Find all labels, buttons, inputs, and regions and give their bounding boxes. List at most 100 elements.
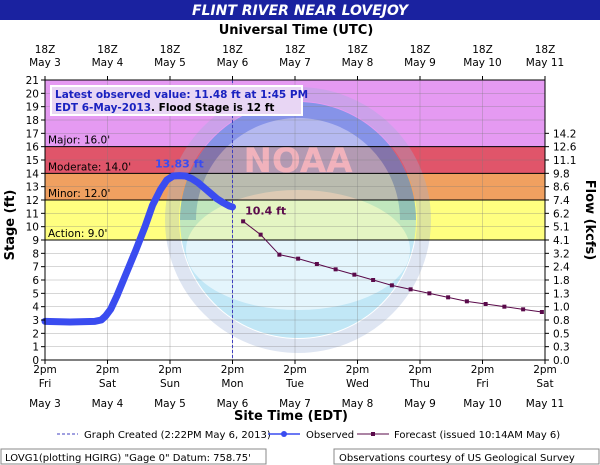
footer-right: Observations courtesy of US Geological S… — [339, 453, 575, 464]
annotation-box: Latest observed value: 11.48 ft at 1:45 … — [50, 85, 308, 116]
annotation-date: EDT 6-May-2013 — [55, 102, 151, 114]
observed-point — [182, 173, 189, 179]
forecast-point — [241, 219, 246, 224]
right-tick-label: 0.0 — [553, 355, 570, 367]
forecast-start-label: 10.4 ft — [245, 204, 286, 217]
bottom-tick-date: May 10 — [463, 398, 501, 410]
left-tick-label: 3 — [32, 315, 39, 327]
left-tick-label: 18 — [26, 115, 39, 127]
forecast-point — [258, 232, 263, 237]
observed-point — [67, 319, 73, 325]
observed-point — [149, 202, 156, 209]
observed-point — [201, 185, 208, 191]
observed-point — [188, 175, 195, 182]
right-tick-label: 5.1 — [553, 222, 570, 234]
bottom-tick-day: Fri — [39, 378, 52, 390]
observed-point — [207, 190, 214, 197]
top-tick-time: 18Z — [35, 44, 56, 56]
forecast-point — [296, 256, 301, 261]
flood-label-major: Major: 16.0' — [48, 135, 110, 147]
observed-point — [163, 177, 170, 183]
right-tick-label: 1.8 — [553, 275, 570, 287]
top-tick-time: 18Z — [347, 44, 368, 56]
top-tick-date: May 4 — [92, 57, 124, 69]
legend-observed-marker — [281, 431, 287, 437]
right-tick-label: 2.4 — [553, 262, 570, 274]
forecast-point — [333, 267, 338, 272]
bottom-tick-time: 2pm — [346, 364, 370, 376]
right-tick-label: 4.1 — [553, 235, 570, 247]
observed-point — [132, 247, 139, 254]
forecast-series — [241, 219, 544, 314]
right-tick-label: 9.8 — [553, 168, 570, 180]
top-axis-title: Universal Time (UTC) — [219, 23, 374, 38]
observed-point — [98, 317, 105, 323]
noaa-watermark: NOAA — [165, 87, 431, 353]
legend-forecast-marker — [371, 432, 375, 436]
bottom-tick-day: Sun — [160, 378, 180, 390]
bottom-tick-time: 2pm — [96, 364, 120, 376]
peak-label: 13.83 ft — [155, 158, 204, 171]
top-tick-date: May 6 — [217, 57, 249, 69]
forecast-point — [314, 262, 319, 266]
observed-point — [220, 199, 227, 206]
forecast-point — [277, 252, 282, 257]
left-tick-label: 5 — [32, 288, 39, 300]
left-tick-label: 8 — [32, 248, 39, 260]
legend-observed: Observed — [306, 430, 354, 441]
observed-point — [142, 223, 148, 230]
top-tick-time: 18Z — [410, 44, 431, 56]
left-tick-label: 20 — [26, 88, 39, 100]
bottom-tick-day: Fri — [476, 378, 489, 390]
flood-label-action: Action: 9.0' — [48, 228, 107, 240]
left-tick-label: 10 — [26, 222, 39, 234]
right-tick-label: 7.4 — [553, 195, 570, 207]
right-tick-label: 0.8 — [553, 315, 570, 327]
left-tick-label: 21 — [26, 75, 39, 87]
watermark-text: NOAA — [243, 141, 353, 181]
observed-point — [170, 173, 177, 179]
bottom-tick-day: Sat — [536, 378, 553, 390]
left-tick-label: 7 — [32, 262, 39, 274]
bottom-tick-day: Thu — [409, 378, 430, 390]
observed-point — [229, 203, 236, 210]
left-tick-label: 11 — [26, 208, 39, 220]
right-tick-label: 11.1 — [553, 155, 576, 167]
bottom-tick-date: May 8 — [342, 398, 374, 410]
axes: 01234567891011121314151617181920210.00.3… — [26, 44, 577, 410]
observed-point — [113, 293, 120, 299]
left-tick-label: 15 — [26, 155, 39, 167]
right-tick-label: 1.3 — [553, 288, 570, 300]
top-tick-time: 18Z — [535, 44, 556, 56]
bottom-tick-date: May 3 — [29, 398, 61, 410]
top-tick-date: May 3 — [29, 57, 61, 69]
right-tick-label: 3.2 — [553, 248, 570, 260]
observed-point — [195, 179, 202, 186]
legend: Graph Created (2:22PM May 6, 2013) Obser… — [57, 430, 560, 441]
left-tick-label: 17 — [26, 128, 39, 140]
observed-point — [213, 195, 220, 202]
footer-left-box — [0, 448, 267, 465]
forecast-point — [408, 287, 413, 292]
legend-forecast: Forecast (issued 10:14AM May 6) — [394, 430, 560, 441]
annotation-line2: EDT 6-May-2013. Flood Stage is 12 ft — [55, 102, 274, 114]
flood-label-moderate: Moderate: 14.0' — [48, 161, 131, 173]
bottom-tick-date: May 11 — [526, 398, 564, 410]
top-tick-date: May 8 — [342, 57, 374, 69]
forecast-point — [389, 283, 394, 288]
left-tick-label: 14 — [26, 168, 40, 180]
top-tick-time: 18Z — [472, 44, 493, 56]
observed-point — [107, 306, 114, 313]
top-tick-date: May 10 — [463, 57, 501, 69]
top-tick-time: 18Z — [97, 44, 118, 56]
left-tick-label: 1 — [32, 342, 39, 354]
right-tick-label: 8.6 — [553, 182, 570, 194]
bottom-tick-day: Tue — [285, 378, 304, 390]
bottom-tick-date: May 6 — [217, 398, 249, 410]
top-tick-time: 18Z — [222, 44, 243, 56]
top-tick-date: May 7 — [279, 57, 311, 69]
left-tick-label: 12 — [26, 195, 39, 207]
bottom-tick-time: 2pm — [283, 364, 307, 376]
bottom-tick-date: May 9 — [404, 398, 436, 410]
chart-title: FLINT RIVER NEAR LOVEJOY — [192, 3, 410, 19]
